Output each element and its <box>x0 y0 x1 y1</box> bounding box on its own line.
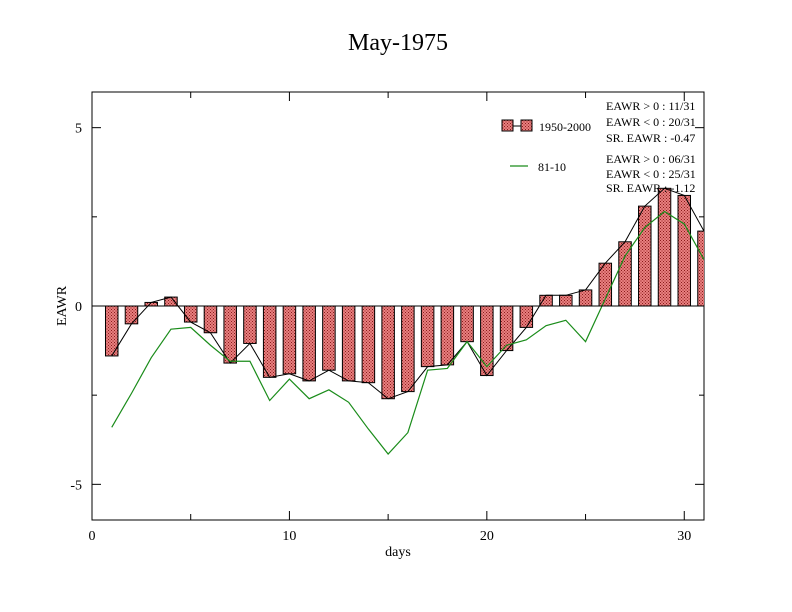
bar-day-23 <box>539 294 553 307</box>
bar-day-28 <box>638 205 652 307</box>
bar-day-27 <box>618 241 632 307</box>
y-tick-label-0: 0 <box>75 300 82 315</box>
bar-day-6 <box>203 305 218 334</box>
axes: 0 10 20 30 -5 0 5 <box>70 92 704 544</box>
legend-bar-swatch <box>501 119 514 132</box>
stat-group1-positive: EAWR > 0 : 11/31 <box>606 99 695 113</box>
legend-label-1950-2000: 1950-2000 <box>539 120 591 134</box>
line-series <box>111 187 704 455</box>
stat-group1-negative: EAWR < 0 : 20/31 <box>606 115 696 129</box>
bar-day-20 <box>480 305 494 377</box>
bar-day-2 <box>124 305 139 325</box>
bar-day-11 <box>302 305 316 382</box>
bar-series <box>104 187 704 400</box>
bar-day-25 <box>578 289 593 307</box>
bar-day-18 <box>440 305 455 366</box>
bar-day-9 <box>262 305 277 378</box>
bar-day-30 <box>677 194 692 307</box>
bar-day-29 <box>657 187 672 307</box>
legend-label-81-10: 81-10 <box>538 160 566 174</box>
stats-annotations: EAWR > 0 : 11/31 EAWR < 0 : 20/31 SR. EA… <box>606 99 696 195</box>
bar-day-14 <box>361 305 376 384</box>
chart-title: May-1975 <box>348 30 448 56</box>
stat-group1-sr: SR. EAWR : -0.47 <box>606 131 695 145</box>
bar-day-24 <box>559 294 573 307</box>
stat-group2-positive: EAWR > 0 : 06/31 <box>606 152 696 166</box>
y-tick-label--5: -5 <box>70 478 82 493</box>
bar-day-7 <box>223 305 237 364</box>
bar-day-16 <box>401 305 415 393</box>
bar-day-8 <box>243 305 257 344</box>
bar-day-5 <box>183 305 198 323</box>
bar-day-12 <box>322 305 336 371</box>
bar-day-22 <box>519 305 534 328</box>
legend-bar-swatch-2 <box>520 119 533 132</box>
x-axis-label: days <box>385 545 411 560</box>
bar-day-10 <box>282 305 297 375</box>
bar-day-19 <box>460 305 474 343</box>
bar-day-17 <box>420 305 435 368</box>
x-tick-label-10: 10 <box>282 529 296 544</box>
bar-day-15 <box>381 305 395 400</box>
bar-tip-line <box>111 187 704 400</box>
x-tick-label-30: 30 <box>677 529 691 544</box>
y-axis-label: EAWR <box>55 285 70 326</box>
y-tick-label-5: 5 <box>75 122 82 137</box>
stat-group2-sr: SR. EAWR : -1.12 <box>606 181 695 195</box>
x-tick-label-20: 20 <box>480 529 494 544</box>
stat-group2-negative: EAWR < 0 : 25/31 <box>606 167 696 181</box>
bar-day-13 <box>341 305 356 382</box>
line-81-10 <box>111 210 704 455</box>
x-tick-label-0: 0 <box>89 529 96 544</box>
legend: 1950-2000 81-10 <box>501 119 591 174</box>
bar-day-31 <box>697 230 704 307</box>
